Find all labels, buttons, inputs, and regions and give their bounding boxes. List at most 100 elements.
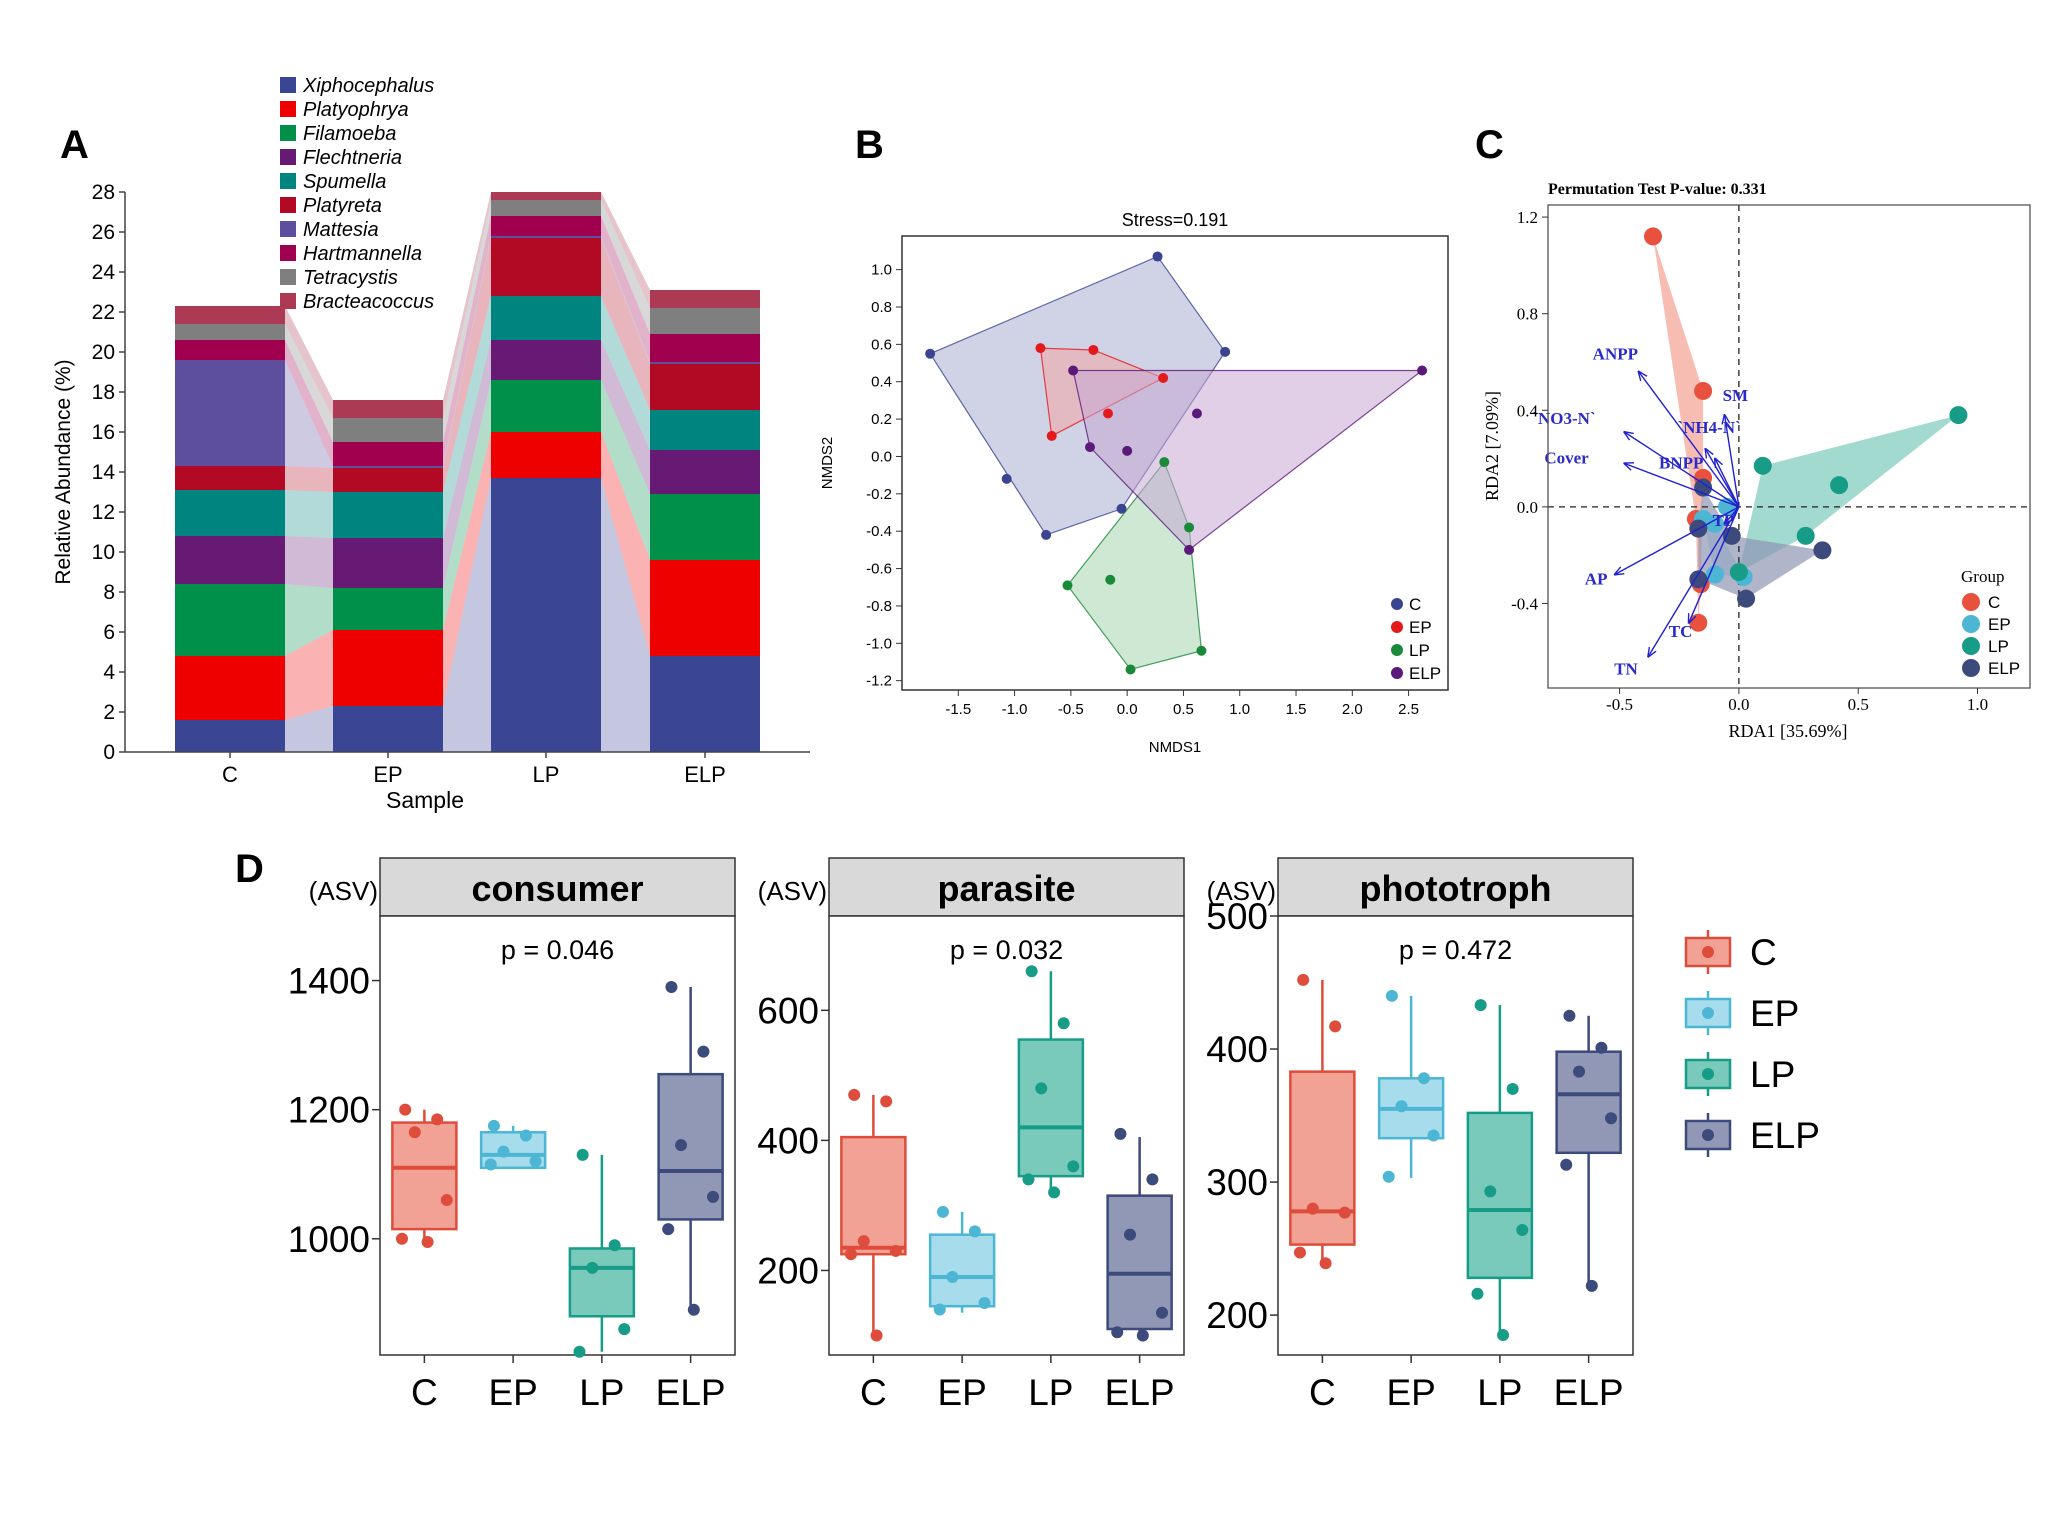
y-axis-title: RDA2 [7.09%] bbox=[1482, 391, 1502, 501]
p-value-label-phototroph: p = 0.472 bbox=[1399, 935, 1512, 965]
flow-tetracystis-c bbox=[285, 324, 333, 442]
y-tick-label-0-4: 0.4 bbox=[871, 374, 892, 391]
legend-label-lp: LP bbox=[1750, 1054, 1795, 1095]
point-consumer-elp-3 bbox=[707, 1190, 720, 1203]
vector-tc bbox=[1689, 506, 1740, 623]
point-consumer-elp-4 bbox=[662, 1223, 675, 1236]
vector-label-cover: Cover bbox=[1544, 448, 1589, 467]
legend-label-spumella: Spumella bbox=[303, 171, 386, 193]
plot-frame bbox=[901, 235, 1449, 691]
bar-bracteacoccus-c bbox=[175, 306, 285, 324]
x-tick-label-0-5: 0.5 bbox=[1173, 701, 1194, 718]
bar-platyophrya-c bbox=[175, 656, 285, 720]
x-tick-label-ep: EP bbox=[373, 762, 402, 787]
point-phototroph-c-3 bbox=[1338, 1206, 1351, 1219]
bar-platyreta-ep bbox=[333, 468, 443, 492]
point-phototroph-lp-2 bbox=[1484, 1185, 1497, 1198]
y-tick-label-1-0: -1.0 bbox=[866, 635, 892, 652]
flow-spumella-ep bbox=[443, 296, 491, 538]
point-ep-4 bbox=[1103, 408, 1114, 419]
bar-spumella-elp bbox=[650, 410, 760, 450]
vector-label-no3-n: `NO3-N` bbox=[1532, 409, 1595, 428]
point-elp-0 bbox=[1813, 541, 1832, 560]
flow-filamoeba-ep bbox=[443, 380, 491, 630]
bar-flechtneria-c bbox=[175, 536, 285, 584]
point-consumer-c-0 bbox=[399, 1103, 412, 1116]
point-consumer-ep-0 bbox=[487, 1119, 500, 1132]
bar-spumella-ep bbox=[333, 492, 443, 538]
y-tick-label-18: 18 bbox=[92, 381, 115, 404]
x-tick-label-lp: LP bbox=[533, 762, 560, 787]
point-phototroph-c-4 bbox=[1293, 1246, 1306, 1259]
y-tick-label-8: 8 bbox=[103, 581, 115, 604]
legend-marker-lp bbox=[1391, 644, 1403, 656]
y-tick-label-0-8: -0.8 bbox=[866, 598, 892, 615]
flow-flechtneria-ep bbox=[443, 340, 491, 588]
point-parasite-c-5 bbox=[870, 1329, 883, 1342]
legend-swatch-platyreta bbox=[280, 197, 296, 213]
bar-platyreta-c bbox=[175, 466, 285, 490]
panel-label-a: A bbox=[60, 123, 89, 167]
y-tick-label-4: 4 bbox=[103, 661, 115, 684]
point-elp-5 bbox=[1689, 570, 1708, 589]
point-ep-0 bbox=[1035, 343, 1046, 354]
y-unit-label-parasite: (ASV) bbox=[758, 876, 827, 906]
point-phototroph-ep-2 bbox=[1395, 1100, 1408, 1113]
x-tick-label-parasite-ep: EP bbox=[937, 1372, 986, 1413]
point-parasite-ep-3 bbox=[978, 1296, 991, 1309]
p-value-label-consumer: p = 0.046 bbox=[501, 935, 614, 965]
y-tick-label-22: 22 bbox=[92, 301, 115, 324]
vector-label-sm: SM bbox=[1723, 386, 1749, 405]
point-consumer-elp-1 bbox=[697, 1045, 710, 1058]
point-phototroph-c-2 bbox=[1306, 1202, 1319, 1215]
flow-mattesia-ep bbox=[443, 236, 491, 468]
legend-marker-lp bbox=[1962, 637, 1980, 655]
panel-label-c: C bbox=[1475, 123, 1504, 167]
point-lp-5 bbox=[1184, 522, 1195, 533]
x-axis-title: Sample bbox=[386, 787, 464, 813]
point-consumer-c-4 bbox=[395, 1232, 408, 1245]
legend-label-ep: EP bbox=[1988, 615, 2011, 634]
point-phototroph-elp-4 bbox=[1560, 1158, 1573, 1171]
point-phototroph-ep-1 bbox=[1417, 1072, 1430, 1085]
point-c-0 bbox=[925, 348, 936, 359]
point-parasite-c-4 bbox=[844, 1248, 857, 1261]
point-elp-4 bbox=[1085, 442, 1096, 453]
y-tick-label-1-2: 1.2 bbox=[1517, 208, 1538, 227]
point-parasite-elp-2 bbox=[1124, 1228, 1137, 1241]
point-phototroph-lp-0 bbox=[1474, 999, 1487, 1012]
point-parasite-c-3 bbox=[889, 1244, 902, 1257]
x-tick-label-phototroph-lp: LP bbox=[1477, 1372, 1522, 1413]
bar-mattesia-c bbox=[175, 360, 285, 466]
point-consumer-c-1 bbox=[431, 1113, 444, 1126]
legend-marker-ep bbox=[1391, 621, 1403, 633]
point-parasite-c-2 bbox=[857, 1235, 870, 1248]
bar-hartmannella-c bbox=[175, 340, 285, 360]
x-tick-label-consumer-elp: ELP bbox=[656, 1372, 726, 1413]
flow-platyophrya-ep bbox=[443, 432, 491, 706]
point-phototroph-elp-5 bbox=[1585, 1279, 1598, 1292]
p-value-label-parasite: p = 0.032 bbox=[950, 935, 1063, 965]
facet-strip-parasite bbox=[828, 857, 1185, 917]
y-tick-label-consumer-1200: 1200 bbox=[288, 1090, 370, 1131]
flow-spumella-lp bbox=[601, 296, 650, 450]
box-parasite-c bbox=[840, 1135, 907, 1256]
y-tick-label-0-2: -0.2 bbox=[866, 486, 892, 503]
flow-platyophrya-c bbox=[285, 630, 333, 720]
bar-platyreta-lp bbox=[491, 238, 601, 296]
x-tick-label-phototroph-elp: ELP bbox=[1554, 1372, 1624, 1413]
bar-bracteacoccus-lp bbox=[491, 192, 601, 200]
bar-platyophrya-elp bbox=[650, 560, 760, 656]
point-parasite-ep-0 bbox=[936, 1205, 949, 1218]
legend-label-hartmannella: Hartmannella bbox=[303, 243, 422, 265]
flow-tetracystis-ep bbox=[443, 200, 491, 442]
y-tick-label-2: 2 bbox=[103, 701, 115, 724]
point-lp-2 bbox=[1830, 476, 1849, 495]
vector-tn bbox=[1648, 506, 1740, 657]
point-consumer-elp-5 bbox=[687, 1303, 700, 1316]
y-axis-title: Relative Abundance (%) bbox=[52, 359, 75, 584]
point-phototroph-lp-4 bbox=[1471, 1287, 1484, 1300]
flow-platyreta-ep bbox=[443, 238, 491, 492]
